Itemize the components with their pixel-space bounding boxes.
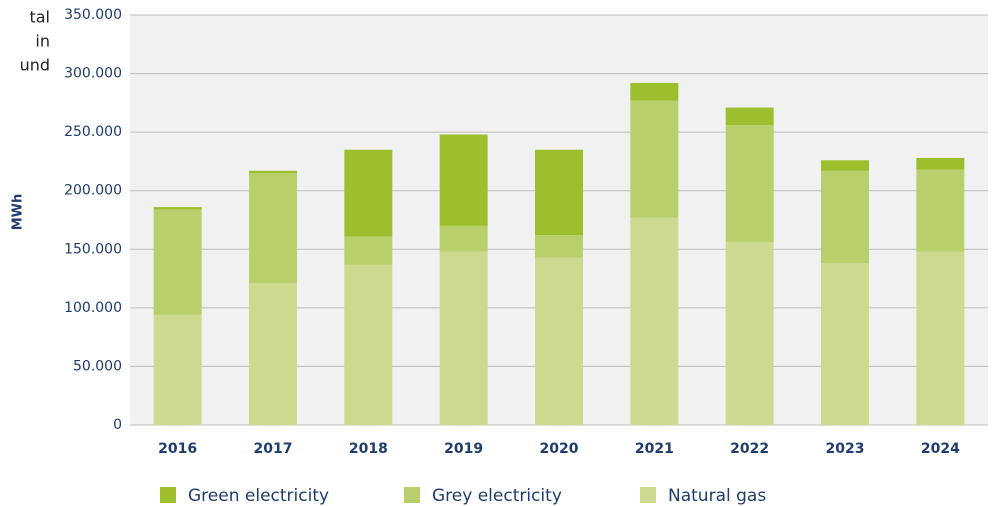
legend-label: Green electricity <box>188 486 329 506</box>
bar-segment <box>535 149 583 236</box>
x-tick-label: 2022 <box>730 441 769 457</box>
bar-segment <box>725 107 774 126</box>
bar-segment <box>344 236 393 265</box>
annotation: in <box>35 32 50 51</box>
legend-label: Grey electricity <box>432 486 562 506</box>
bar-segment <box>344 149 393 237</box>
bar-segment <box>630 82 679 101</box>
bar-segment <box>916 169 965 252</box>
bar-segment <box>630 217 679 425</box>
bar-segment <box>821 160 869 171</box>
legend-swatch <box>640 487 656 503</box>
x-tick-label: 2018 <box>349 441 388 457</box>
y-tick-label: 0 <box>113 417 122 433</box>
x-tick-label: 2023 <box>826 441 865 457</box>
y-tick-label: 300.000 <box>64 66 122 82</box>
bar-segment <box>439 251 488 425</box>
bar-segment <box>249 170 297 174</box>
y-tick-label: 150.000 <box>64 241 122 257</box>
bar-segment <box>439 225 488 252</box>
bar-segment <box>153 209 202 315</box>
y-tick-label: 250.000 <box>64 124 122 140</box>
bar-segment <box>535 235 583 258</box>
bar-segment <box>725 242 774 425</box>
bar-segment <box>153 314 202 425</box>
bar-segment <box>916 157 965 170</box>
x-tick-label: 2019 <box>444 441 483 457</box>
bar-segment <box>153 207 202 210</box>
annotation: tal <box>29 8 50 27</box>
y-tick-label: 50.000 <box>73 358 122 374</box>
legend-swatch <box>404 487 420 503</box>
y-axis-label: MWh <box>11 194 26 231</box>
legend-label: Natural gas <box>668 486 766 506</box>
bar-segment <box>344 264 393 425</box>
y-tick-label: 350.000 <box>64 7 122 23</box>
bar-segment <box>439 134 488 226</box>
bar-segment <box>725 125 774 243</box>
bar-segment <box>821 170 869 264</box>
x-tick-label: 2016 <box>158 441 197 457</box>
y-tick-label: 200.000 <box>64 183 122 199</box>
bar-segment <box>249 173 297 284</box>
bar-segment <box>821 263 869 425</box>
bar-segment <box>249 283 297 425</box>
bar-segment <box>630 100 679 218</box>
x-tick-label: 2021 <box>635 441 674 457</box>
legend-swatch <box>160 487 176 503</box>
x-tick-label: 2017 <box>254 441 293 457</box>
x-tick-label: 2020 <box>540 441 579 457</box>
annotation: und <box>20 56 50 75</box>
bar-segment <box>535 257 583 425</box>
bar-segment <box>916 251 965 425</box>
y-tick-label: 100.000 <box>64 300 122 316</box>
x-tick-label: 2024 <box>921 441 960 457</box>
